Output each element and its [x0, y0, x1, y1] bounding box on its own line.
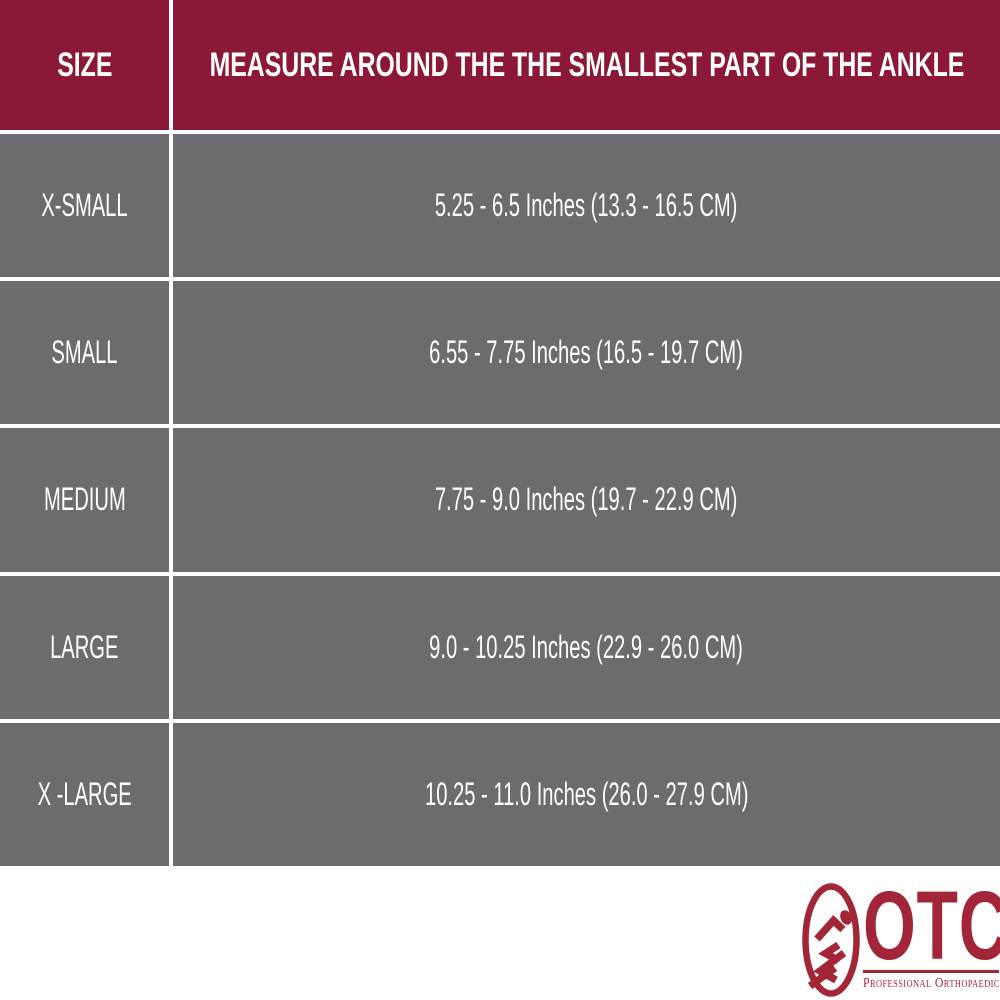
size-label: LARGE [50, 628, 119, 666]
size-header-cell: SIZE [0, 0, 169, 130]
size-cell: X -LARGE [0, 722, 169, 866]
size-label: X-SMALL [41, 186, 128, 224]
size-header-label: SIZE [56, 45, 113, 84]
measurement-value: 5.25 - 6.5 Inches (13.3 - 16.5 CM) [435, 186, 738, 224]
size-cell: MEDIUM [0, 428, 169, 572]
runner-icon [802, 883, 860, 997]
measurement-value: 10.25 - 11.0 Inches (26.0 - 27.9 CM) [424, 775, 749, 813]
otc-logo: OTC Professional Orthopaedic [802, 871, 1000, 997]
measurement-value: 6.55 - 7.75 Inches (16.5 - 19.7 CM) [429, 333, 744, 371]
size-cell: SMALL [0, 281, 169, 425]
measurement-cell: 7.75 - 9.0 Inches (19.7 - 22.9 CM) [173, 428, 1000, 572]
logo-tagline: Professional Orthopaedic [863, 976, 1000, 991]
measurement-value: 7.75 - 9.0 Inches (19.7 - 22.9 CM) [435, 481, 738, 518]
brand-text: OTC [863, 871, 1000, 980]
measurement-cell: 10.25 - 11.0 Inches (26.0 - 27.9 CM) [173, 722, 1000, 866]
size-cell: X-SMALL [0, 134, 169, 278]
measurement-cell: 6.55 - 7.75 Inches (16.5 - 19.7 CM) [173, 281, 1000, 425]
measure-header-cell: MEASURE AROUND THE THE SMALLEST PART OF … [173, 0, 1000, 130]
logo-rule [863, 970, 999, 973]
size-label: X -LARGE [37, 775, 132, 813]
measure-header-label: MEASURE AROUND THE THE SMALLEST PART OF … [209, 45, 964, 84]
measurement-cell: 9.0 - 10.25 Inches (22.9 - 26.0 CM) [173, 575, 1000, 719]
size-label: MEDIUM [43, 481, 126, 518]
size-cell: LARGE [0, 575, 169, 719]
size-chart-table: SIZE MEASURE AROUND THE THE SMALLEST PAR… [0, 0, 1000, 866]
measurement-cell: 5.25 - 6.5 Inches (13.3 - 16.5 CM) [173, 134, 1000, 278]
size-label: SMALL [51, 333, 118, 371]
measurement-value: 9.0 - 10.25 Inches (22.9 - 26.0 CM) [429, 628, 744, 666]
logo-text-block: OTC Professional Orthopaedic [863, 871, 1000, 992]
